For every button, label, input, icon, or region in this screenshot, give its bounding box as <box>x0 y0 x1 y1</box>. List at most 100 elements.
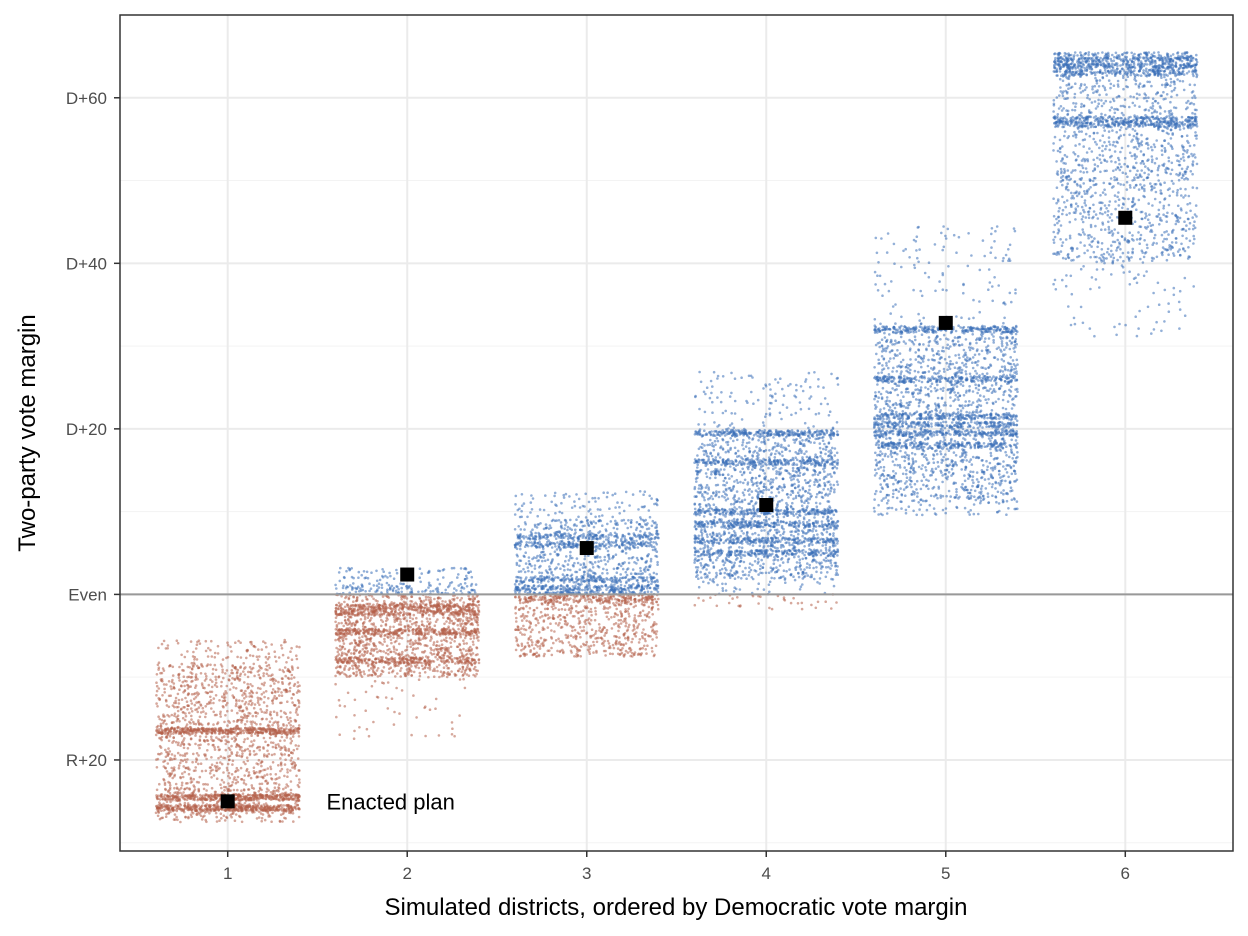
simulated-point <box>337 698 341 702</box>
simulated-point <box>269 767 273 771</box>
simulated-point <box>395 619 399 622</box>
simulated-point <box>216 801 219 804</box>
simulated-point <box>209 799 212 803</box>
simulated-point <box>213 713 217 717</box>
simulated-point <box>271 745 275 749</box>
simulated-point <box>418 629 421 632</box>
simulated-point <box>249 776 253 780</box>
simulated-point <box>183 801 187 805</box>
simulated-point <box>188 720 191 724</box>
simulated-point <box>357 570 361 574</box>
simulated-point <box>466 631 469 634</box>
simulated-point <box>396 672 399 675</box>
simulated-point <box>247 685 250 689</box>
simulated-point <box>651 613 654 616</box>
simulated-point <box>286 690 289 694</box>
simulated-point <box>237 639 240 643</box>
simulated-point <box>197 804 200 807</box>
simulated-point <box>408 667 412 670</box>
simulated-point <box>198 735 202 738</box>
simulated-point <box>269 684 273 688</box>
simulated-point <box>340 654 343 658</box>
simulated-point <box>359 618 363 621</box>
simulated-point <box>231 671 235 675</box>
simulated-point <box>364 690 368 694</box>
simulated-point <box>395 648 399 652</box>
simulated-point <box>165 800 169 804</box>
simulated-point <box>451 727 454 730</box>
simulated-point <box>453 640 456 643</box>
simulated-point <box>208 690 212 694</box>
simulated-point <box>274 743 278 747</box>
simulated-point <box>474 620 478 623</box>
simulated-point <box>186 650 189 653</box>
simulated-point <box>271 730 274 733</box>
simulated-point <box>372 671 376 674</box>
simulated-point <box>345 611 349 615</box>
simulated-point <box>199 711 203 714</box>
simulated-point <box>197 744 200 747</box>
simulated-point <box>467 648 471 652</box>
simulated-point <box>269 765 272 769</box>
simulated-point <box>460 586 464 590</box>
simulated-point <box>454 662 457 665</box>
simulated-point <box>405 645 409 648</box>
simulated-point <box>155 689 159 693</box>
simulated-point <box>210 707 213 710</box>
simulated-point <box>178 729 182 732</box>
simulated-point <box>233 677 236 681</box>
simulated-point <box>364 647 368 650</box>
simulated-point <box>242 789 246 792</box>
simulated-point <box>386 611 390 615</box>
simulated-point <box>188 666 191 669</box>
simulated-point <box>190 710 194 713</box>
simulated-point <box>290 677 293 680</box>
simulated-point <box>281 795 285 798</box>
simulated-point <box>344 673 348 677</box>
simulated-point <box>280 647 284 650</box>
simulated-point <box>228 784 231 788</box>
simulated-point <box>284 786 288 789</box>
simulated-point <box>165 770 169 773</box>
simulated-point <box>434 697 438 701</box>
simulated-point <box>352 661 356 665</box>
simulated-point <box>298 808 301 811</box>
simulated-point <box>244 701 248 704</box>
simulated-point <box>230 783 234 787</box>
simulated-point <box>378 606 381 610</box>
simulated-point <box>438 582 442 586</box>
simulated-point <box>215 820 219 823</box>
simulated-point <box>477 658 481 662</box>
simulated-point <box>381 670 385 673</box>
simulated-point <box>205 789 208 792</box>
simulated-point <box>180 653 183 657</box>
simulated-point <box>267 743 270 747</box>
simulated-point <box>386 707 390 710</box>
simulated-point <box>270 643 274 646</box>
simulated-point <box>225 684 229 688</box>
simulated-point <box>624 490 628 494</box>
simulated-point <box>433 597 436 601</box>
simulated-point <box>264 797 268 801</box>
simulated-point <box>196 798 199 802</box>
simulated-point <box>381 655 384 659</box>
simulated-point <box>247 728 250 732</box>
simulated-point <box>392 625 395 629</box>
simulated-point <box>354 631 358 635</box>
simulated-point <box>364 657 368 661</box>
simulated-point <box>166 790 170 793</box>
simulated-point <box>255 762 258 765</box>
simulated-point <box>281 680 284 684</box>
simulated-point <box>445 605 449 608</box>
simulated-point <box>155 758 158 761</box>
simulated-point <box>230 744 233 748</box>
simulated-point <box>437 591 440 594</box>
simulated-point <box>340 635 344 639</box>
simulated-point <box>155 702 158 705</box>
simulated-point <box>262 701 266 704</box>
simulated-point <box>284 758 287 761</box>
simulated-point <box>408 612 411 616</box>
simulated-point <box>215 815 218 819</box>
simulated-point <box>456 612 459 616</box>
simulated-point <box>179 776 182 780</box>
